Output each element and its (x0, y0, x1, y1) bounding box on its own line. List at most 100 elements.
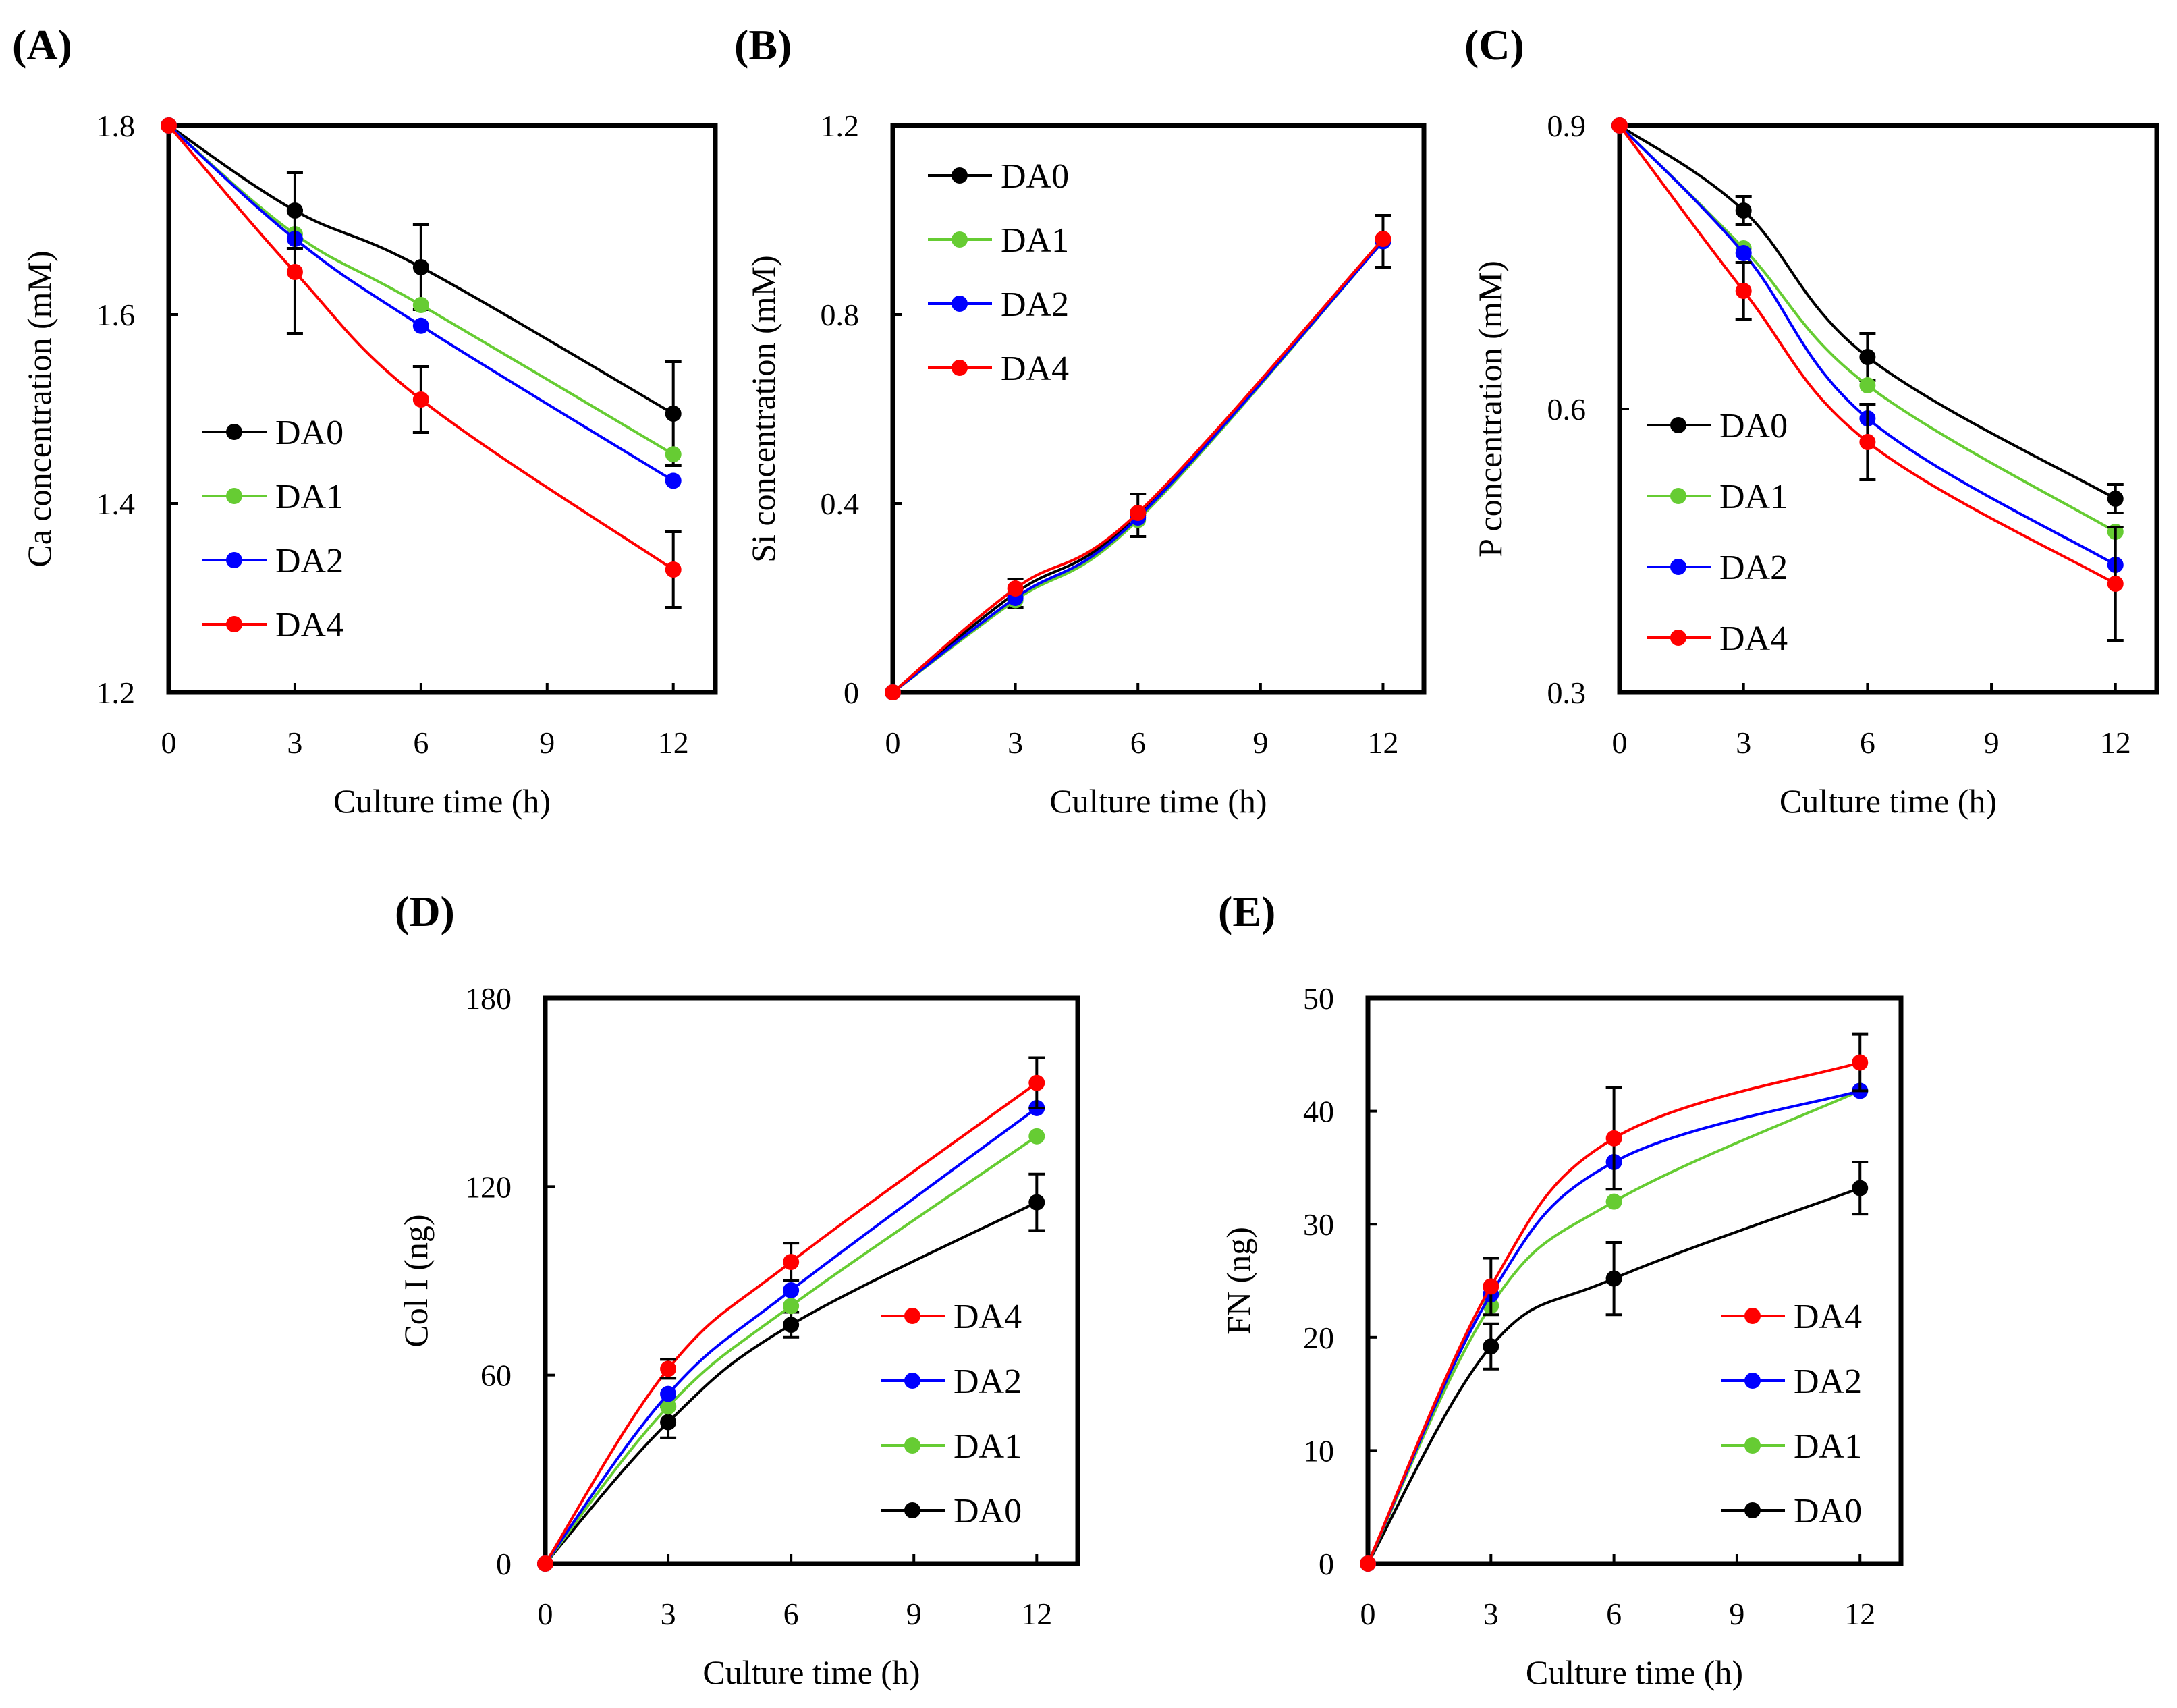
plot-frame (543, 995, 1080, 1566)
x-axis-label: Culture time (h) (702, 1653, 920, 1691)
series-line (1367, 1186, 1861, 1564)
legend-marker (1744, 1373, 1761, 1389)
x-tick-label: 12 (1021, 1597, 1052, 1631)
legend-marker (904, 1373, 920, 1389)
legend-marker (1670, 630, 1686, 646)
series-line (544, 1107, 1038, 1565)
y-tick-label: 1.8 (97, 109, 136, 143)
y-axis-label: Ca concentration (mM) (20, 250, 58, 567)
data-point (783, 1317, 800, 1333)
legend-label: DA1 (1001, 221, 1069, 260)
y-tick-label: 0 (1319, 1547, 1334, 1581)
legend-label: DA2 (1794, 1362, 1862, 1401)
y-tick-label: 0.6 (1547, 392, 1587, 426)
data-point (1611, 117, 1628, 134)
legend-marker (952, 231, 968, 248)
data-point (660, 1398, 677, 1415)
legend-item-da1: DA1 (1647, 478, 1788, 516)
legend-marker (1670, 559, 1686, 575)
x-axis-label: Culture time (h) (1526, 1653, 1743, 1691)
series-da4 (537, 1056, 1045, 1572)
x-tick-label: 3 (287, 725, 302, 760)
panel-label: (A) (12, 21, 72, 69)
y-tick-label: 1.4 (97, 487, 136, 521)
legend: DA4 DA2 DA1 DA0 (1721, 1298, 1862, 1531)
y-axis-label: Col I (ng) (397, 1214, 435, 1347)
data-point (1028, 1194, 1045, 1211)
series-line (891, 238, 1384, 694)
x-tick-label: 6 (1860, 725, 1875, 760)
series-line (544, 1082, 1038, 1565)
data-point (1028, 1074, 1045, 1091)
panel-label: (B) (734, 21, 792, 69)
data-point (665, 472, 682, 489)
data-point (783, 1282, 800, 1298)
legend-item-da2: DA2 (1647, 549, 1788, 587)
data-point (1028, 1128, 1045, 1145)
series-line (544, 1135, 1038, 1565)
series-line (1618, 124, 2116, 500)
data-point (1130, 505, 1147, 521)
y-tick-label: 0 (844, 676, 859, 710)
x-axis-label: Culture time (h) (333, 782, 551, 820)
y-tick-label: 1.2 (97, 676, 136, 710)
legend-item-da1: DA1 (1721, 1427, 1862, 1466)
y-tick-label: 10 (1303, 1433, 1334, 1468)
data-point (1483, 1278, 1499, 1295)
legend-item-da2: DA2 (202, 542, 343, 580)
series-line (167, 124, 674, 483)
x-tick-label: 12 (2100, 725, 2131, 760)
data-point (1483, 1338, 1499, 1355)
legend-item-da1: DA1 (881, 1427, 1022, 1466)
x-tick-label: 6 (783, 1597, 799, 1631)
legend-marker (1744, 1308, 1761, 1324)
panel-label: (C) (1464, 21, 1524, 69)
legend-label: DA4 (275, 606, 343, 644)
legend-label: DA2 (954, 1362, 1022, 1401)
legend: DA4 DA2 DA1 DA0 (881, 1298, 1022, 1531)
legend-marker (952, 296, 968, 312)
x-tick-label: 0 (885, 725, 901, 760)
y-axis-label: P concentration (mM) (1471, 260, 1509, 557)
data-point (660, 1385, 677, 1402)
legend-item-da0: DA0 (1647, 407, 1788, 445)
legend-marker (226, 552, 242, 568)
y-tick-label: 30 (1303, 1207, 1334, 1242)
legend-marker (1670, 488, 1686, 504)
series-da4 (161, 117, 682, 609)
x-tick-label: 6 (413, 725, 429, 760)
legend-item-da1: DA1 (202, 478, 343, 516)
data-point (412, 317, 429, 334)
legend-item-da0: DA0 (881, 1492, 1022, 1531)
data-point (665, 406, 682, 422)
y-tick-label: 1.6 (97, 298, 136, 332)
legend-label: DA1 (275, 478, 343, 516)
legend-marker (952, 167, 968, 184)
panel-c: (C) 0 3 6 9 12 0.3 0.6 0.9 Culture time (h) P conc… (1464, 21, 2159, 820)
panel-label: (D) (395, 887, 455, 935)
legend-marker (1670, 417, 1686, 433)
x-tick-label: 3 (1736, 725, 1751, 760)
y-tick-label: 120 (465, 1169, 512, 1204)
series-da4 (1611, 117, 2124, 642)
x-tick-label: 12 (1844, 1597, 1875, 1631)
y-tick-label: 1.2 (821, 109, 860, 143)
legend-marker (952, 360, 968, 376)
legend-label: DA1 (1719, 478, 1788, 516)
x-tick-label: 9 (1252, 725, 1268, 760)
series-line (1618, 124, 2116, 566)
x-axis-label: Culture time (h) (1780, 782, 1997, 820)
legend-label: DA1 (1794, 1427, 1862, 1466)
data-point (1859, 349, 1876, 365)
panels: (A) 0 3 6 9 12 1.2 1.4 1.6 1.8 Culture time (h) Ca … (12, 21, 2159, 1691)
legend: DA0 DA1 DA2 DA4 (1647, 407, 1788, 658)
y-tick-label: 20 (1303, 1321, 1334, 1355)
data-point (1605, 1130, 1622, 1147)
legend-item-da4: DA4 (1721, 1298, 1862, 1336)
series-line (167, 124, 674, 571)
x-tick-label: 9 (539, 725, 555, 760)
y-tick-label: 60 (480, 1358, 512, 1393)
legend: DA0 DA1 DA2 DA4 (202, 414, 343, 644)
